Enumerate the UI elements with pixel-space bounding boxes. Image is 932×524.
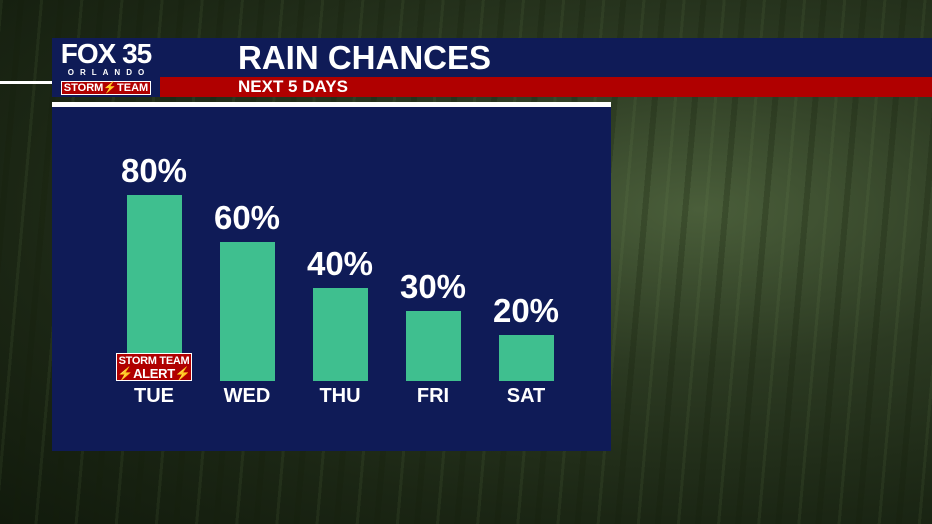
data-label: 60%: [213, 198, 281, 236]
page-title: RAIN CHANCES: [238, 39, 492, 76]
bar-sat: [498, 334, 554, 381]
data-label: 20%: [492, 291, 560, 329]
x-tick-label: SAT: [506, 385, 546, 407]
subtitle-banner: [160, 77, 932, 97]
data-label: 40%: [306, 245, 374, 282]
x-tick-label: THU: [319, 385, 361, 407]
data-label: 80%: [120, 152, 188, 189]
bar-thu: [312, 288, 368, 381]
data-label: 30%: [399, 268, 467, 306]
x-tick-label: WED: [223, 385, 271, 407]
bar-fri: [405, 311, 461, 381]
storm-team-alert-badge: STORM TEAM ⚡ALERT⚡: [116, 353, 192, 381]
bar-tue: [126, 195, 182, 381]
divider: [52, 102, 611, 107]
badge-line1: STORM TEAM: [118, 355, 190, 367]
page-subtitle: NEXT 5 DAYS: [238, 77, 348, 96]
x-tick-label: TUE: [134, 385, 174, 407]
fox35-logo: FOX 35 ORLANDO STORM⚡TEAM: [52, 38, 160, 97]
x-tick-label: FRI: [416, 385, 450, 407]
badge-line2: ⚡ALERT⚡: [117, 366, 191, 381]
bar-wed: [219, 241, 275, 381]
decorative-line: [0, 81, 52, 84]
logo-storm-team: STORM⚡TEAM: [60, 81, 152, 95]
logo-fox35: FOX 35: [60, 38, 152, 69]
logo-orlando: ORLANDO: [67, 68, 151, 77]
title-banner: [160, 38, 932, 77]
